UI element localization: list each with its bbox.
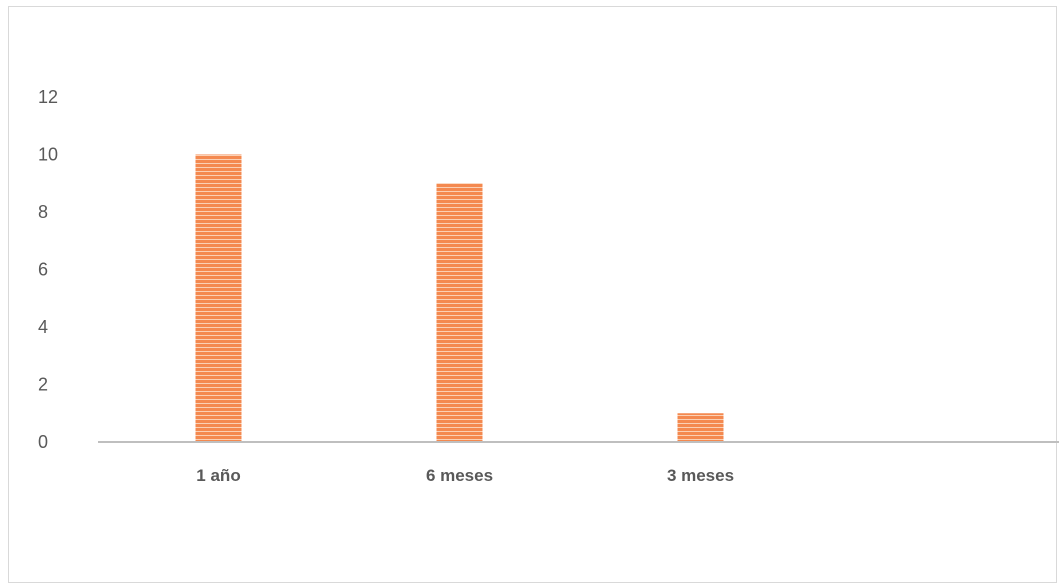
y-tick-label: 12 — [38, 87, 58, 107]
y-tick-label: 0 — [38, 432, 48, 452]
bar — [436, 183, 483, 442]
y-tick-label: 2 — [38, 375, 48, 395]
x-axis-category-labels: 1 año 6 meses 3 meses — [196, 466, 734, 485]
chart-area — [8, 6, 1057, 583]
bar — [677, 413, 724, 442]
y-tick-label: 8 — [38, 202, 48, 222]
x-category-label: 1 año — [196, 466, 240, 485]
bars — [195, 154, 724, 442]
bar — [195, 154, 242, 442]
y-tick-label: 4 — [38, 317, 48, 337]
y-tick-label: 6 — [38, 260, 48, 280]
x-category-label: 3 meses — [667, 466, 734, 485]
y-axis-tick-labels: 0 2 4 6 8 10 12 — [38, 87, 58, 452]
x-category-label: 6 meses — [426, 466, 493, 485]
y-tick-label: 10 — [38, 145, 58, 165]
